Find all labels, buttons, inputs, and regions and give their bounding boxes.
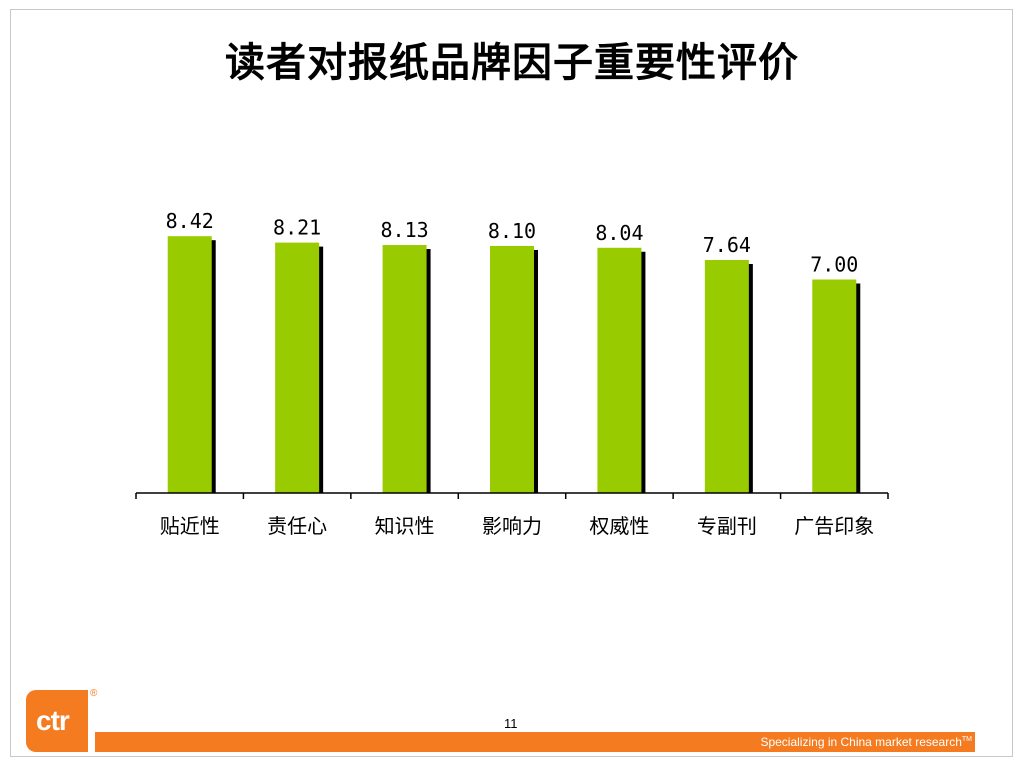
category-label-2: 责任心 xyxy=(267,514,327,538)
bar-3 xyxy=(382,245,427,493)
data-label-2: 8.21 xyxy=(273,216,321,240)
footer-tagline: Specializing in China market researchTM xyxy=(760,735,972,749)
category-label-4: 影响力 xyxy=(482,514,542,538)
data-label-5: 8.04 xyxy=(595,221,643,245)
data-label-3: 8.13 xyxy=(380,218,428,242)
category-label-5: 权威性 xyxy=(589,514,649,538)
bar-4 xyxy=(490,245,534,493)
page-number: 11 xyxy=(504,716,518,731)
ctr-logo-text: ctr xyxy=(36,705,70,736)
category-label-7: 广告印象 xyxy=(794,514,874,538)
ctr-logo xyxy=(26,690,88,752)
data-label-1: 8.42 xyxy=(166,209,214,233)
bar-6 xyxy=(704,259,749,493)
chart-title: 读者对报纸品牌因子重要性评价 xyxy=(225,40,799,86)
category-label-6: 专副刊 xyxy=(697,514,757,538)
data-label-4: 8.10 xyxy=(488,219,536,243)
trademark-mark: TM xyxy=(961,736,972,743)
category-label-3: 知识性 xyxy=(375,514,435,538)
registered-mark: ® xyxy=(90,688,98,699)
data-label-6: 7.64 xyxy=(703,233,751,257)
footer-bar xyxy=(95,732,975,752)
category-label-1: 贴近性 xyxy=(160,514,220,538)
bar-2 xyxy=(275,242,320,493)
bar-1 xyxy=(167,236,212,493)
data-label-7: 7.00 xyxy=(810,253,858,277)
bar-5 xyxy=(597,247,642,493)
bar-7 xyxy=(812,279,857,493)
